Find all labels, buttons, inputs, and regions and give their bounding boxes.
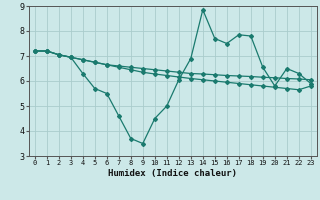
X-axis label: Humidex (Indice chaleur): Humidex (Indice chaleur) [108,169,237,178]
